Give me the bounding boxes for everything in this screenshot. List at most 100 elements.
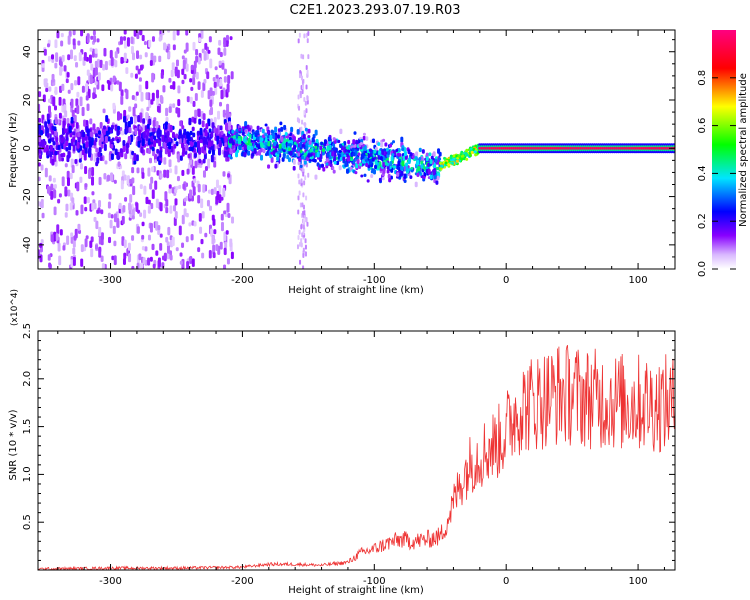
spectrogram-cell — [225, 109, 229, 120]
spectrogram-cell — [421, 149, 425, 154]
spectrogram-cell — [79, 176, 83, 183]
spectrogram-cell — [198, 118, 202, 125]
spectrogram-cell — [131, 215, 135, 220]
spectrogram-cell — [167, 50, 171, 59]
spectrogram-cell — [116, 217, 120, 228]
spectrogram-cell — [300, 126, 303, 132]
spectrogram-cell — [142, 132, 146, 139]
spectrogram-cell — [158, 160, 162, 166]
spectrogram-cell — [199, 139, 203, 144]
spectrogram-cell — [306, 95, 309, 101]
spectrogram-cell — [303, 160, 307, 165]
spectrogram-cell — [91, 176, 95, 186]
spectrogram-cell — [195, 55, 199, 63]
spectrogram-cell — [339, 128, 343, 135]
spectrogram-cell — [141, 172, 145, 179]
spectrogram-cell — [83, 196, 87, 204]
spectrogram-cell — [213, 81, 217, 89]
spectrogram-cell — [190, 141, 194, 148]
spectrogram-cell — [374, 159, 378, 165]
spectrogram-cell — [297, 209, 300, 215]
spectrogram-cell — [235, 143, 239, 147]
spectrogram-cell — [353, 131, 357, 135]
spectrogram-cell — [194, 92, 198, 102]
spectrogram-cell — [218, 194, 222, 204]
spectrogram-cell — [126, 114, 130, 119]
spectrogram-cell — [261, 128, 265, 134]
spectrogram-cell — [230, 251, 234, 260]
spectrogram-cell — [77, 76, 81, 86]
spectrogram-cell — [192, 100, 196, 108]
spectrogram-cell — [169, 85, 173, 90]
spectrogram-cell — [81, 106, 85, 117]
spectrogram-cell — [377, 154, 381, 160]
spectrogram-cell — [159, 95, 163, 103]
spectrogram-cell — [140, 262, 144, 269]
spectrogram-cell — [179, 260, 183, 265]
spectrogram-cell — [276, 156, 280, 161]
spectrogram-cell — [432, 169, 436, 176]
spectrogram-cell — [52, 177, 56, 183]
x-tick-label: -100 — [363, 576, 386, 587]
spectrogram-cell — [54, 86, 58, 95]
spectrogram-cell — [212, 218, 216, 226]
spectrogram-cell — [305, 108, 308, 114]
spectrogram-cell — [315, 149, 319, 153]
spectrogram-cell — [133, 152, 137, 161]
spectrogram-cell — [220, 196, 224, 201]
spectrogram-cell — [307, 153, 311, 158]
spectrogram-cell — [192, 186, 196, 196]
spectrogram-cell — [181, 242, 185, 249]
spectrogram-cell — [302, 192, 305, 198]
spectrogram-cell — [410, 169, 414, 173]
spectrogram-cell — [91, 48, 95, 58]
spectrogram-cell — [215, 74, 219, 79]
spectrogram-cell — [244, 129, 248, 133]
spectrogram-cell — [64, 212, 68, 218]
spectrogram-cell — [51, 137, 55, 143]
spectrogram-cell — [474, 153, 478, 157]
spectrogram-cell — [270, 151, 274, 155]
spectrogram-cell — [59, 66, 63, 76]
spectrogram-cell — [110, 214, 114, 219]
spectrogram-cell — [193, 152, 197, 158]
spectrogram-cell — [137, 68, 141, 75]
spectrogram-cell — [147, 149, 151, 155]
spectrogram-cell — [292, 159, 296, 165]
spectrogram-cell — [357, 152, 361, 156]
spectrogram-cell — [192, 132, 196, 138]
spectrogram-cell — [256, 143, 260, 148]
spectrogram-cell — [325, 162, 329, 166]
spectrogram-cell — [162, 85, 166, 93]
snr-x-axis-label: Height of straight line (km) — [288, 585, 424, 596]
spectrogram-cell — [276, 150, 280, 155]
spectrogram-cell — [118, 81, 122, 92]
spectrogram-cell — [85, 141, 89, 148]
spectrogram-cell — [213, 187, 217, 195]
spectrogram-cell — [300, 178, 303, 184]
spectrogram-cell — [166, 169, 170, 179]
colorbar-ticks: 0.0 0.2 0.4 0.6 0.8 — [697, 70, 736, 277]
spectrogram-cell — [113, 179, 117, 184]
spectrogram-cell — [123, 109, 127, 118]
spectrogram-cell — [267, 164, 271, 169]
spectrogram-cell — [128, 106, 132, 112]
spectrogram-cell — [226, 202, 230, 213]
spectrogram-cell — [72, 144, 76, 152]
spectrogram-cell — [153, 140, 157, 146]
spectrogram-cell — [200, 198, 204, 209]
x-tick-label: -200 — [231, 275, 254, 286]
spectrogram-cell — [181, 214, 185, 225]
spectrogram-cell — [204, 42, 208, 50]
spectrogram-cell — [183, 208, 187, 217]
spectrogram-cell — [284, 132, 288, 136]
spectrogram-cell — [333, 156, 337, 162]
spectrogram-cell — [134, 127, 138, 135]
spectrogram-cell — [70, 232, 74, 238]
spectrogram-cell — [38, 176, 41, 182]
spectrogram-cell — [75, 98, 79, 107]
y-tick-label: 1.0 — [22, 466, 33, 482]
spectrogram-cell — [63, 65, 67, 72]
spectrogram-cell — [209, 58, 213, 69]
spectrogram-cell — [301, 155, 305, 160]
